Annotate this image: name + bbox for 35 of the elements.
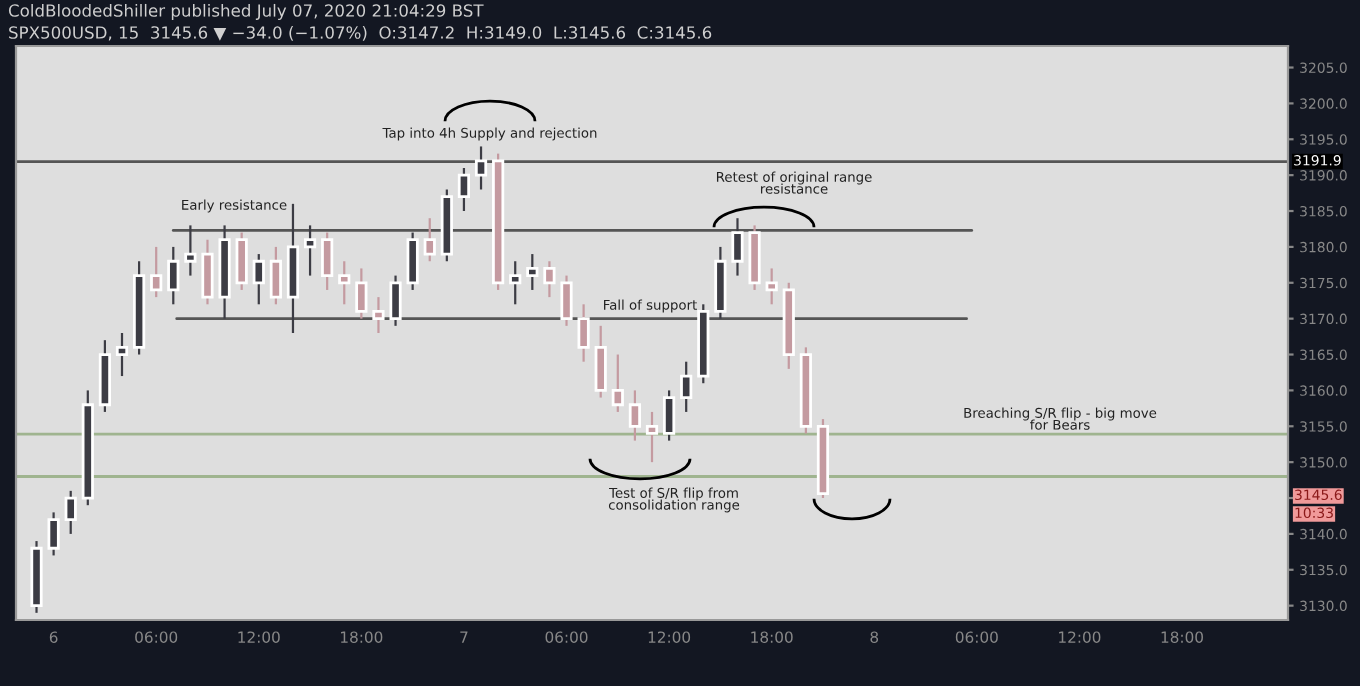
candlestick [457,166,471,213]
candlestick [355,267,368,320]
candlestick [167,245,180,306]
candlestick [543,260,556,299]
candlestick [64,489,77,536]
candlestick [252,252,265,306]
candlestick [423,217,436,263]
candlestick [235,231,248,292]
candlestick [184,224,197,277]
candlestick [611,353,624,414]
candlestick [680,360,693,414]
candlestick [731,217,744,277]
candlestick [628,389,641,442]
candlestick [321,231,334,292]
candlestick [269,245,282,306]
candlestick [338,260,351,306]
candlestick [303,224,317,277]
candlestick [474,145,488,191]
candlestick [560,274,573,327]
candlestick [150,245,163,299]
candlestick [115,331,129,378]
text: SPX500USD, 15 3145.6 ▼ −34.0 (−1.07%) O:3147.2 H:3149.0 L:3145.6 C:3145.6 [9,25,712,41]
text: ColdBloodedShiller published July 07, 2020 21:04:29 BST [8,3,484,21]
candlestick [509,260,522,306]
candlestick [765,267,778,306]
candlestick [526,252,539,292]
candlestick [372,296,385,335]
candlestick [645,410,659,464]
candlestick [594,324,607,399]
candlestick [47,511,60,557]
candlestick [201,238,214,306]
candlestick [406,231,419,292]
candlestick [577,303,590,363]
candlestick [389,274,402,327]
candlestick [663,389,676,442]
